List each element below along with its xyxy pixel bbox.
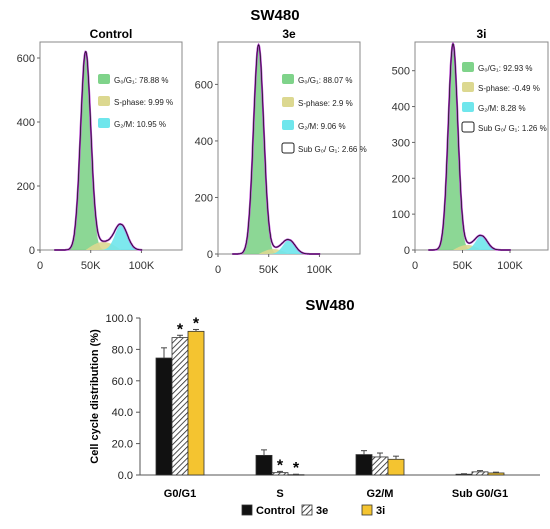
y-tick-label: 200 [17,181,35,193]
legend-label: G₀/G₁: 88.07 % [298,76,353,85]
legend-swatch [462,82,474,92]
y-tick-label: 600 [17,53,35,65]
category-label: Sub G0/G1 [452,488,508,500]
legend-label: S-phase: 2.9 % [298,99,353,108]
legend-swatch [461,121,475,133]
histogram-frame [39,41,183,251]
x-tick-label: 0 [215,264,221,276]
legend-swatch [98,74,110,84]
bar [255,454,273,476]
histogram-title: 3e [282,27,296,41]
significance-marker: * [193,315,200,332]
histogram-panel-3: 3i 0 100 200 300 400 500 0 50K 100K G₀/G₁: 92.93 %… [392,27,549,272]
x-tick-label: 50K [453,260,473,272]
legend-label: 3i [376,505,385,517]
legend-label: G₂/M: 10.95 % [114,120,166,129]
legend-label: S-phase: -0.49 % [478,84,540,93]
s-phase-area [54,242,143,250]
x-tick-label: 50K [259,264,279,276]
significance-marker: * [177,321,184,338]
s-phase-area [232,249,321,254]
g0g1-area [428,43,511,250]
x-tick-label: 100K [497,260,523,272]
legend-swatch [282,120,294,130]
legend-label: 3e [316,505,328,517]
y-tick-label: 60.0 [112,376,133,388]
bar [155,357,173,476]
bar [455,473,473,476]
histogram-panel-1: Control 0 200 400 600 0 50K 100K G₀/G₁: 78.88 % S… [17,27,183,272]
y-tick-label: 0 [29,245,35,257]
legend-label: S-phase: 9.99 % [114,98,173,107]
bar [371,456,389,476]
y-tick-label: 400 [392,102,410,114]
data-curve [428,43,511,251]
bar [387,458,405,476]
category-label: S [276,488,283,500]
histogram-frame [414,41,549,251]
bar [355,454,373,476]
fit-curve [428,41,511,251]
g0g1-area [232,44,321,254]
data-curve [232,44,321,255]
legend-swatch [282,74,294,84]
legend-swatch [282,97,294,107]
y-tick-label: 300 [392,137,410,149]
bar [171,337,189,476]
x-tick-label: 0 [37,260,43,272]
y-tick-label: 200 [195,192,213,204]
histogram-title: Control [90,27,133,41]
legend-swatch [281,142,295,154]
legend-swatch [301,504,313,516]
legend-label: Control [256,505,295,517]
y-tick-label: 0 [207,249,213,261]
y-tick-label: 100 [392,209,410,221]
histogram-title: 3i [476,27,486,41]
y-tick-label: 200 [392,173,410,185]
x-tick-label: 50K [81,260,101,272]
legend-swatch [462,102,474,112]
y-tick-label: 80.0 [112,344,133,356]
legend-swatch [462,62,474,72]
y-tick-label: 0.0 [118,470,133,482]
bar-chart: SW480 0.0 20.0 40.0 60.0 80.0 100.0 Cell cycle … [89,297,540,517]
y-tick-label: 600 [195,79,213,91]
y-tick-label: 100.0 [105,313,133,325]
y-axis-label: Cell cycle distribution (%) [89,329,101,464]
legend-label: G₀/G₁: 78.88 % [114,76,169,85]
top-title: SW480 [250,7,299,24]
bar [471,471,489,476]
x-tick-label: 100K [129,260,155,272]
y-tick-label: 0 [404,245,410,257]
histogram-panel-2: 3e 0 200 400 600 0 50K 100K G₀/G₁: 88.07 % S-phas… [195,27,367,276]
data-curve [54,51,143,251]
category-label: G2/M [367,488,394,500]
x-tick-label: 100K [307,264,333,276]
significance-marker: * [277,457,284,474]
y-tick-label: 20.0 [112,439,133,451]
legend-swatch [98,118,110,128]
legend-swatch [98,96,110,106]
legend-swatch [361,504,373,516]
legend-label: Sub G₀/ G₁: 1.26 % [478,124,547,133]
legend-swatch [241,504,253,516]
y-tick-label: 400 [195,136,213,148]
histogram-panels: Control 0 200 400 600 0 50K 100K G₀/G₁: 78.88 % S… [17,27,549,276]
s-phase-area [428,245,511,250]
x-tick-label: 0 [412,260,418,272]
legend-label: G₀/G₁: 92.93 % [478,64,533,73]
y-tick-label: 40.0 [112,407,133,419]
y-tick-label: 500 [392,66,410,78]
bar-chart-title: SW480 [305,297,354,314]
y-tick-label: 400 [17,117,35,129]
significance-marker: * [293,460,300,477]
legend-label: G₂/M: 9.06 % [298,122,346,131]
g2m-area [54,224,143,250]
bar [187,330,205,476]
legend-label: Sub G₀/ G₁: 2.66 % [298,145,367,154]
category-label: G0/G1 [164,488,196,500]
legend-label: G₂/M: 8.28 % [478,104,526,113]
bar [487,472,505,476]
